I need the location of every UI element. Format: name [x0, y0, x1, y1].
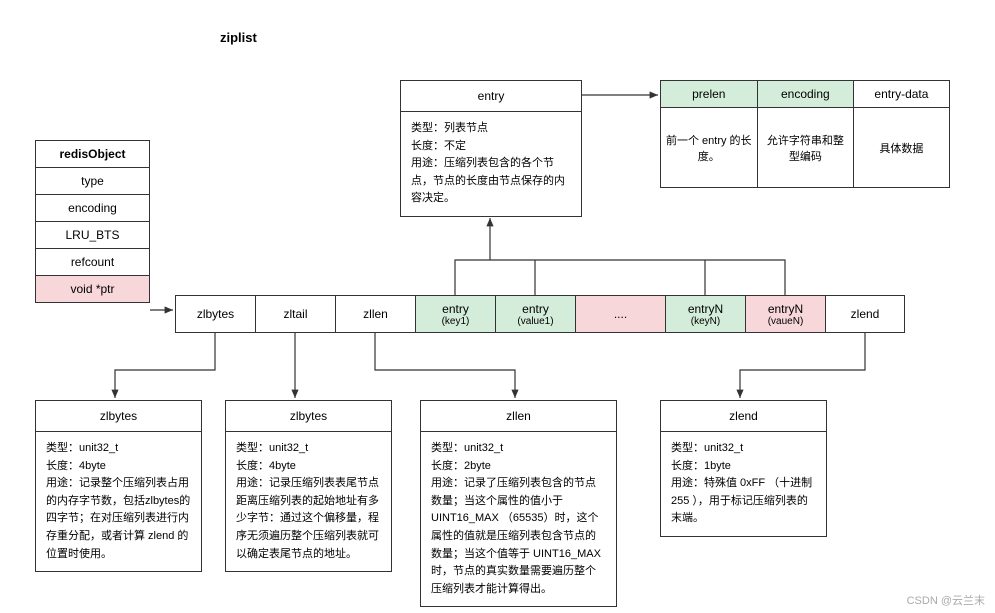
entry-header: entry — [401, 81, 581, 112]
redis-object-header: redisObject — [35, 140, 150, 167]
entry-top: entryN — [768, 302, 803, 316]
entry-key1-cell: entry (key1) — [415, 295, 495, 333]
detail-body: 类型：unit32_t 长度：4byte 用途：记录整个压缩列表占用的内存字节数… — [36, 432, 201, 571]
entry-valuen-cell: entryN (vaueN) — [745, 295, 825, 333]
zltail-detail: zlbytes 类型：unit32_t 长度：4byte 用途：记录压缩列表表尾… — [225, 400, 392, 572]
watermark: CSDN @云兰末 — [907, 592, 985, 608]
entry-bottom: (vaueN) — [768, 316, 804, 327]
detail-header: zlbytes — [36, 401, 201, 432]
zllen-cell: zllen — [335, 295, 415, 333]
detail-body: 类型：unit32_t 长度：1byte 用途：特殊值 0xFF （十进制 25… — [661, 432, 826, 536]
entry-body: 类型：列表节点 长度：不定 用途：压缩列表包含的各个节点，节点的长度由节点保存的… — [401, 112, 581, 216]
detail-header: zlbytes — [226, 401, 391, 432]
entry-keyn-cell: entryN (keyN) — [665, 295, 745, 333]
zlbytes-cell: zlbytes — [175, 295, 255, 333]
entry-top: entry — [442, 302, 469, 316]
entry-bottom: (key1) — [442, 316, 470, 327]
zlend-cell: zlend — [825, 295, 905, 333]
entry-detail-table: prelen encoding entry-data 前一个 entry 的长度… — [660, 80, 950, 188]
redis-object-field: refcount — [35, 248, 150, 275]
diagram-title: ziplist — [220, 30, 257, 45]
detail-body: 类型：unit32_t 长度：4byte 用途：记录压缩列表表尾节点距离压缩列表… — [226, 432, 391, 571]
ellipsis-cell: .... — [575, 295, 665, 333]
entry-detail-hdr: encoding — [757, 80, 854, 108]
zltail-cell: zltail — [255, 295, 335, 333]
entry-detail-body: 具体数据 — [853, 108, 950, 188]
entry-top: entryN — [688, 302, 723, 316]
detail-header: zlend — [661, 401, 826, 432]
entry-detail-body: 前一个 entry 的长度。 — [660, 108, 757, 188]
zlbytes-detail: zlbytes 类型：unit32_t 长度：4byte 用途：记录整个压缩列表… — [35, 400, 202, 572]
redis-object-field: LRU_BTS — [35, 221, 150, 248]
redis-object-ptr: void *ptr — [35, 275, 150, 303]
redis-object-table: redisObject type encoding LRU_BTS refcou… — [35, 140, 150, 303]
detail-body: 类型：unit32_t 长度：2byte 用途：记录了压缩列表包含的节点数量；当… — [421, 432, 616, 606]
zlend-detail: zlend 类型：unit32_t 长度：1byte 用途：特殊值 0xFF （… — [660, 400, 827, 537]
entry-detail-hdr: prelen — [660, 80, 757, 108]
entry-bottom: (value1) — [517, 316, 553, 327]
entry-detail-body: 允许字符串和整型编码 — [757, 108, 854, 188]
ziplist-row: zlbytes zltail zllen entry (key1) entry … — [175, 295, 905, 333]
zllen-detail: zllen 类型：unit32_t 长度：2byte 用途：记录了压缩列表包含的… — [420, 400, 617, 607]
entry-box: entry 类型：列表节点 长度：不定 用途：压缩列表包含的各个节点，节点的长度… — [400, 80, 582, 217]
detail-header: zllen — [421, 401, 616, 432]
entry-top: entry — [522, 302, 549, 316]
redis-object-field: type — [35, 167, 150, 194]
redis-object-field: encoding — [35, 194, 150, 221]
entry-value1-cell: entry (value1) — [495, 295, 575, 333]
entry-detail-hdr: entry-data — [853, 80, 950, 108]
entry-bottom: (keyN) — [691, 316, 720, 327]
